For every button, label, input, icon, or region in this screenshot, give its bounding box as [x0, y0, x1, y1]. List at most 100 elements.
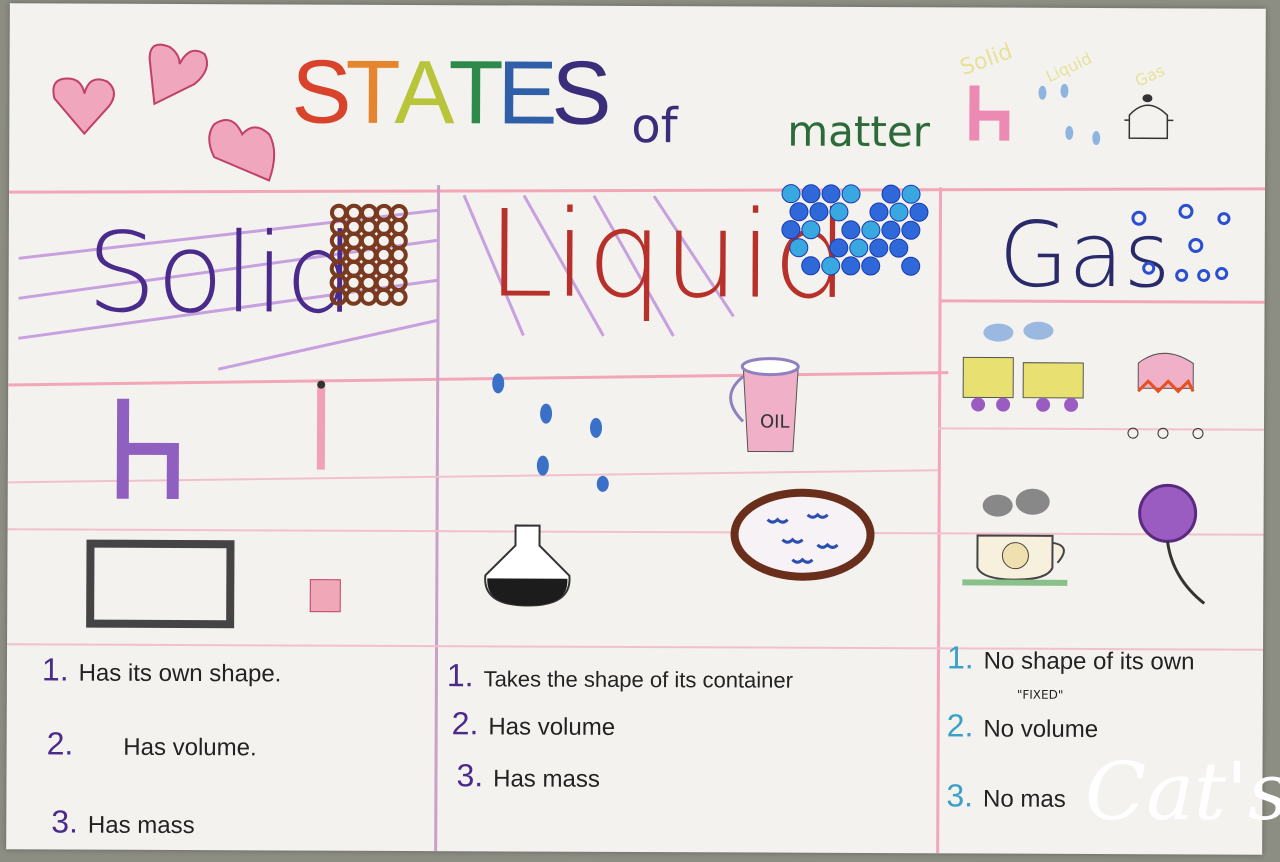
- title-letter: T: [448, 43, 504, 144]
- liquid-facts: 1. Takes the shape of its container 2. Has…: [10, 3, 1266, 793]
- title-states: S T A T E S: [291, 42, 612, 144]
- oil-jar-icon: [729, 357, 800, 453]
- title-of: of: [631, 97, 678, 155]
- heading-solid: Solid: [86, 208, 356, 338]
- liquid-particles-icon: [781, 184, 929, 276]
- liquid-particle: [781, 220, 801, 240]
- liquid-particle: [889, 238, 909, 258]
- gas-particles-icon: [1131, 203, 1231, 282]
- fact-item: 2. Has volume: [452, 705, 616, 743]
- page-title: S T A T E S of matter: [10, 3, 1266, 156]
- balloon-icon: [1138, 483, 1206, 605]
- solid-particle: [344, 217, 363, 236]
- box-icon: [86, 539, 235, 629]
- fact-number: 3.: [946, 777, 974, 814]
- liquid-particle: [781, 184, 801, 204]
- fact-item: 2. No volume: [947, 707, 1099, 745]
- fact-number: 1.: [946, 639, 974, 676]
- solid-particle: [329, 217, 348, 236]
- fact-number: 3.: [51, 803, 79, 840]
- poster: S T A T E S of matter Solid Liquid Gas S…: [6, 3, 1266, 855]
- fact-text: No volume: [983, 715, 1099, 744]
- hatching: [462, 194, 735, 337]
- liquid-particle: [821, 256, 841, 276]
- fact-item: 2. Has volume.: [47, 725, 257, 763]
- liquid-particle: [801, 220, 821, 240]
- solid-particle: [329, 231, 348, 250]
- flask-icon: [484, 524, 571, 607]
- solid-particle: [329, 273, 348, 292]
- solid-particle: [389, 217, 408, 236]
- solid-particle: [389, 273, 408, 292]
- title-letter: T: [345, 42, 401, 143]
- fact-text: No shape of its own: [983, 647, 1195, 676]
- solid-particle: [359, 287, 378, 306]
- liquid-particle: [881, 220, 901, 240]
- liquid-particle: [881, 184, 901, 204]
- fact-number: 1.: [41, 651, 69, 688]
- liquid-particle: [869, 238, 889, 258]
- liquid-particle: [901, 184, 921, 204]
- raindrops-icon: [492, 373, 609, 492]
- basket-icon: [309, 579, 341, 613]
- liquid-particle: [801, 256, 821, 276]
- fact-item: 1. No shape of its own: [947, 639, 1195, 677]
- pencil-icon: [316, 380, 326, 470]
- liquid-particle: [801, 184, 821, 204]
- solid-particle: [329, 259, 348, 278]
- solid-particle: [374, 287, 393, 306]
- solid-particle: [389, 287, 408, 306]
- fact-text: Takes the shape of its container: [483, 666, 794, 693]
- solid-particle: [344, 273, 363, 292]
- solid-particle: [374, 273, 393, 292]
- pot-icon: [1124, 94, 1174, 140]
- liquid-particle: [889, 202, 909, 222]
- chair-icon: [116, 398, 179, 500]
- title-matter: matter: [787, 106, 931, 157]
- fact-item: 1. Has its own shape.: [42, 651, 282, 689]
- fact-text: Has its own shape.: [78, 659, 282, 688]
- heart-icon: [148, 43, 208, 106]
- solid-particle: [389, 203, 408, 222]
- fact-item: 3. Has mass: [456, 757, 600, 795]
- drops-icon: [1038, 83, 1101, 146]
- heart-icon: [208, 118, 276, 182]
- solid-particle: [344, 203, 363, 222]
- solid-particle: [389, 259, 408, 278]
- solid-particle: [329, 287, 348, 306]
- bear-mug-icon: [962, 488, 1068, 586]
- solid-particle: [359, 259, 378, 278]
- solid-particle: [374, 259, 393, 278]
- solid-particle: [389, 231, 408, 250]
- liquid-particle: [829, 202, 849, 222]
- solid-particle: [344, 259, 363, 278]
- solid-particle: [344, 245, 363, 264]
- liquid-particle: [829, 238, 849, 258]
- solid-facts: 1. Has its own shape. 2. Has volume. 3. Has…: [10, 3, 1266, 839]
- liquid-particle: [861, 256, 881, 276]
- solid-particle: [359, 203, 378, 222]
- fact-text: No mas: [983, 785, 1066, 813]
- liquid-particle: [901, 256, 921, 276]
- liquid-particle: [841, 220, 861, 240]
- fixed-note: "FIXED": [1016, 687, 1064, 702]
- solid-particle: [374, 231, 393, 250]
- fact-text: Has mass: [87, 811, 195, 840]
- liquid-particle: [841, 256, 861, 276]
- faint-label: Liquid: [1042, 48, 1095, 87]
- fact-number: 2.: [451, 705, 479, 742]
- title-letter: A: [394, 42, 455, 144]
- liquid-particle: [849, 238, 869, 258]
- faint-label: Solid: [956, 39, 1016, 81]
- title-letter: S: [291, 42, 352, 143]
- title-letter: E: [497, 43, 558, 144]
- fact-text: Has mass: [493, 765, 600, 793]
- oil-label: OIL: [759, 411, 790, 433]
- fact-item: 3. No mas: [946, 777, 1066, 815]
- liquid-particle: [821, 184, 841, 204]
- pond-icon: [730, 488, 875, 581]
- train-icon: [962, 321, 1084, 412]
- solid-particle: [389, 245, 408, 264]
- fact-item: 3. Has mass: [51, 803, 195, 841]
- pot-on-stove-icon: [1127, 352, 1204, 439]
